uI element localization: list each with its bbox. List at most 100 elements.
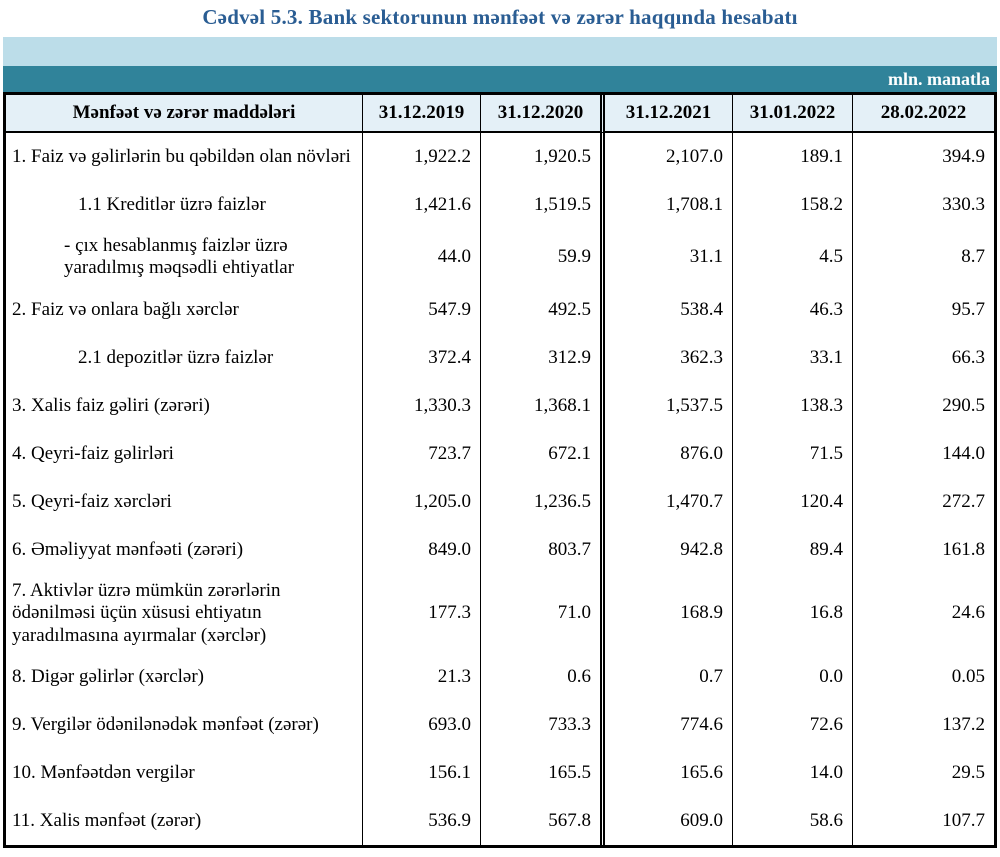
- row-value: 177.3: [362, 573, 480, 654]
- row-value: 138.3: [732, 381, 852, 430]
- row-value: 733.3: [480, 701, 600, 750]
- row-value: 46.3: [732, 285, 852, 334]
- row-value: 8.7: [852, 229, 994, 286]
- row-value: 24.6: [852, 573, 994, 654]
- row-value: 1,708.1: [600, 181, 732, 229]
- row-value: 137.2: [852, 701, 994, 750]
- row-value: 165.5: [480, 749, 600, 798]
- row-value: 66.3: [852, 333, 994, 382]
- row-value: 1,920.5: [480, 133, 600, 181]
- row-value: 95.7: [852, 285, 994, 334]
- header-date-2019: 31.12.2019: [362, 95, 480, 133]
- table-header: Mənfəət və zərər maddələri 31.12.2019 31…: [6, 95, 994, 133]
- table-row: - çıx hesablanmış faizlər üzrə yaradılmı…: [6, 229, 994, 286]
- row-value: 567.8: [480, 797, 600, 846]
- row-value: 72.6: [732, 701, 852, 750]
- row-value: 849.0: [362, 525, 480, 574]
- header-date-2020: 31.12.2020: [480, 95, 600, 133]
- row-value: 1,537.5: [600, 381, 732, 430]
- row-value: 330.3: [852, 181, 994, 229]
- row-value: 1,205.0: [362, 477, 480, 526]
- row-value: 372.4: [362, 333, 480, 382]
- row-label: 1. Faiz və gəlirlərin bu qəbildən olan n…: [6, 133, 362, 181]
- unit-band: mln. manatla: [3, 66, 997, 92]
- row-value: 16.8: [732, 573, 852, 654]
- row-value: 547.9: [362, 285, 480, 334]
- table-row: 1.1 Kreditlər üzrə faizlər 1,421.6 1,519.5…: [6, 181, 994, 229]
- row-value: 161.8: [852, 525, 994, 574]
- table-row: 8. Digər gəlirlər (xərclər) 21.3 0.6 0.7 0.0…: [6, 653, 994, 702]
- row-value: 107.7: [852, 797, 994, 846]
- row-value: 29.5: [852, 749, 994, 798]
- row-value: 59.9: [480, 229, 600, 286]
- row-value: 14.0: [732, 749, 852, 798]
- row-value: 1,519.5: [480, 181, 600, 229]
- profit-loss-table: Mənfəət və zərər maddələri 31.12.2019 31…: [3, 92, 997, 849]
- header-row: Mənfəət və zərər maddələri 31.12.2019 31…: [6, 95, 994, 133]
- row-value: 1,421.6: [362, 181, 480, 229]
- decorative-band-light: [3, 37, 997, 66]
- header-date-2022-02: 28.02.2022: [852, 95, 994, 133]
- row-value: 312.9: [480, 333, 600, 382]
- row-value: 492.5: [480, 285, 600, 334]
- row-value: 672.1: [480, 429, 600, 478]
- header-date-2022-01: 31.01.2022: [732, 95, 852, 133]
- row-value: 144.0: [852, 429, 994, 478]
- table-row: 2.1 depozitlər üzrə faizlər 372.4 312.9 362…: [6, 333, 994, 382]
- header-items-column: Mənfəət və zərər maddələri: [6, 95, 362, 133]
- row-value: 774.6: [600, 701, 732, 750]
- row-label: 10. Mənfəətdən vergilər: [6, 749, 362, 798]
- row-value: 290.5: [852, 381, 994, 430]
- row-value: 1,368.1: [480, 381, 600, 430]
- row-value: 0.0: [732, 653, 852, 702]
- table-row: 4. Qeyri-faiz gəlirləri 723.7 672.1 876.0 71…: [6, 429, 994, 478]
- row-value: 1,236.5: [480, 477, 600, 526]
- row-value: 31.1: [600, 229, 732, 286]
- row-label: 2.1 depozitlər üzrə faizlər: [6, 333, 362, 382]
- row-value: 536.9: [362, 797, 480, 846]
- row-value: 693.0: [362, 701, 480, 750]
- row-value: 942.8: [600, 525, 732, 574]
- row-value: 0.7: [600, 653, 732, 702]
- row-value: 394.9: [852, 133, 994, 181]
- row-value: 58.6: [732, 797, 852, 846]
- row-label: 6. Əməliyyat mənfəəti (zərəri): [6, 525, 362, 574]
- page-title: Cədvəl 5.3. Bank sektorunun mənfəət və z…: [202, 5, 798, 29]
- table-row: 7. Aktivlər üzrə mümkün zərərlərin ödəni…: [6, 573, 994, 654]
- row-value: 362.3: [600, 333, 732, 382]
- row-value: 0.05: [852, 653, 994, 702]
- row-value: 272.7: [852, 477, 994, 526]
- table-row: 1. Faiz və gəlirlərin bu qəbildən olan n…: [6, 133, 994, 181]
- table-row: 11. Xalis mənfəət (zərər) 536.9 567.8 609.0…: [6, 797, 994, 846]
- row-value: 189.1: [732, 133, 852, 181]
- row-value: 1,922.2: [362, 133, 480, 181]
- row-value: 4.5: [732, 229, 852, 286]
- row-value: 1,330.3: [362, 381, 480, 430]
- table-row: 6. Əməliyyat mənfəəti (zərəri) 849.0 803.7…: [6, 525, 994, 574]
- row-value: 165.6: [600, 749, 732, 798]
- row-label: - çıx hesablanmış faizlər üzrə yaradılmı…: [6, 229, 362, 286]
- row-label: 3. Xalis faiz gəliri (zərəri): [6, 381, 362, 430]
- unit-label: mln. manatla: [887, 69, 990, 89]
- row-value: 168.9: [600, 573, 732, 654]
- row-label: 8. Digər gəlirlər (xərclər): [6, 653, 362, 702]
- table-row: 9. Vergilər ödənilənədək mənfəət (zərər)…: [6, 701, 994, 750]
- header-date-2021: 31.12.2021: [600, 95, 732, 133]
- row-label: 11. Xalis mənfəət (zərər): [6, 797, 362, 846]
- table-row: 10. Mənfəətdən vergilər 156.1 165.5 165.6 14…: [6, 749, 994, 798]
- row-label: 4. Qeyri-faiz gəlirləri: [6, 429, 362, 478]
- row-value: 158.2: [732, 181, 852, 229]
- row-value: 723.7: [362, 429, 480, 478]
- table-row: 5. Qeyri-faiz xərcləri 1,205.0 1,236.5 1,47…: [6, 477, 994, 526]
- row-value: 2,107.0: [600, 133, 732, 181]
- row-label: 7. Aktivlər üzrə mümkün zərərlərin ödəni…: [6, 573, 362, 654]
- row-label: 5. Qeyri-faiz xərcləri: [6, 477, 362, 526]
- row-label: 1.1 Kreditlər üzrə faizlər: [6, 181, 362, 229]
- table-row: 3. Xalis faiz gəliri (zərəri) 1,330.3 1,36…: [6, 381, 994, 430]
- row-value: 89.4: [732, 525, 852, 574]
- row-value: 21.3: [362, 653, 480, 702]
- row-value: 120.4: [732, 477, 852, 526]
- row-value: 71.0: [480, 573, 600, 654]
- row-value: 156.1: [362, 749, 480, 798]
- table-body: 1. Faiz və gəlirlərin bu qəbildən olan n…: [6, 133, 994, 846]
